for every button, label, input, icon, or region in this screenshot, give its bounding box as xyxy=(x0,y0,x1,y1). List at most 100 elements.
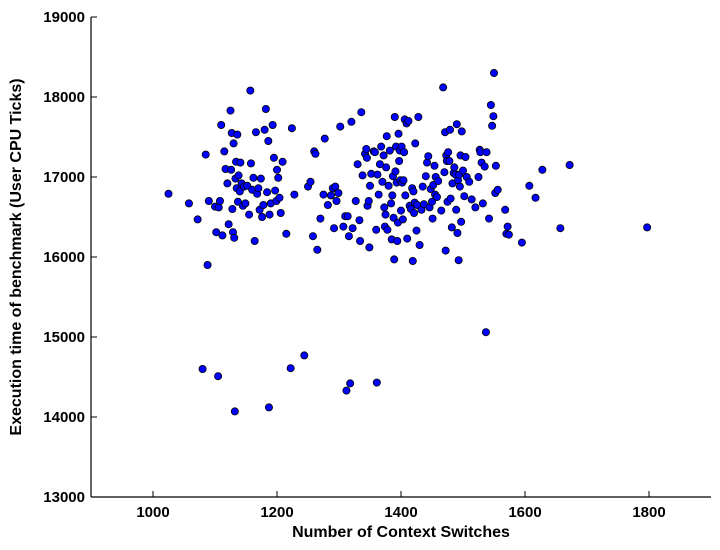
data-point xyxy=(434,176,443,185)
data-point xyxy=(344,232,353,241)
y-tick-label: 16000 xyxy=(43,249,85,266)
data-point xyxy=(246,86,255,95)
data-point xyxy=(236,158,245,167)
data-point xyxy=(272,165,281,174)
data-point xyxy=(375,160,384,169)
data-point xyxy=(384,181,393,190)
data-point xyxy=(198,364,207,373)
data-point xyxy=(260,125,269,134)
data-point xyxy=(382,163,391,172)
data-point xyxy=(230,233,239,242)
data-point xyxy=(261,105,270,114)
data-point xyxy=(432,192,441,201)
x-tick-label: 1000 xyxy=(136,504,169,521)
data-point xyxy=(447,223,456,232)
data-point xyxy=(220,147,229,156)
data-point xyxy=(452,120,461,129)
data-point xyxy=(396,206,405,215)
data-point xyxy=(271,186,280,195)
data-point xyxy=(355,216,364,225)
data-point xyxy=(387,199,396,208)
data-point xyxy=(274,173,283,182)
y-tick-label: 17000 xyxy=(43,169,85,186)
data-point xyxy=(454,256,463,265)
data-point xyxy=(485,214,494,223)
data-point xyxy=(320,134,329,143)
data-point xyxy=(482,148,491,157)
data-point xyxy=(458,166,467,175)
data-point xyxy=(493,185,502,194)
data-point xyxy=(204,196,213,205)
data-point xyxy=(538,165,547,174)
y-tick-label: 13000 xyxy=(43,489,85,506)
data-point xyxy=(184,199,193,208)
data-point xyxy=(440,168,449,177)
data-point xyxy=(233,130,242,139)
data-point xyxy=(503,222,512,231)
data-point xyxy=(444,148,453,157)
data-point xyxy=(268,121,277,130)
data-point xyxy=(430,161,439,170)
data-point xyxy=(403,234,412,243)
axis-ticks: 1000 1200 1400 1600 1800 13000 14000 15000 16000… xyxy=(43,9,665,521)
data-point xyxy=(342,386,351,395)
data-point xyxy=(249,173,258,182)
data-point xyxy=(437,206,446,215)
data-point xyxy=(412,226,421,235)
data-point xyxy=(214,372,223,381)
data-point xyxy=(390,255,399,264)
data-point xyxy=(241,199,250,208)
x-tick-label: 1200 xyxy=(260,504,293,521)
data-point xyxy=(311,149,320,158)
data-point xyxy=(306,177,315,186)
x-tick-label: 1600 xyxy=(508,504,541,521)
data-point xyxy=(358,171,367,180)
data-point xyxy=(391,167,400,176)
data-point xyxy=(461,152,470,161)
data-point xyxy=(488,121,497,130)
data-point xyxy=(224,220,233,229)
data-point xyxy=(423,158,432,167)
data-point xyxy=(457,217,466,226)
data-point xyxy=(450,163,459,172)
data-point xyxy=(467,195,476,204)
data-point xyxy=(399,176,408,185)
data-point xyxy=(565,160,574,169)
data-point xyxy=(348,224,357,233)
data-point xyxy=(353,160,362,169)
data-point xyxy=(378,177,387,186)
data-point xyxy=(264,136,273,145)
data-point xyxy=(418,182,427,191)
data-point xyxy=(250,236,259,245)
data-point xyxy=(227,165,236,174)
data-point xyxy=(453,228,462,237)
data-point xyxy=(287,124,296,133)
data-point xyxy=(218,231,227,240)
data-point xyxy=(452,205,461,214)
x-tick-label: 1400 xyxy=(384,504,417,521)
data-point xyxy=(245,210,254,219)
data-point xyxy=(332,196,341,205)
data-point xyxy=(286,364,295,373)
data-point xyxy=(427,197,436,206)
data-point xyxy=(491,161,500,170)
data-point xyxy=(446,194,455,203)
data-point xyxy=(377,142,386,151)
x-tick-label: 1800 xyxy=(632,504,665,521)
data-point xyxy=(223,179,232,188)
data-point xyxy=(381,210,390,219)
data-point xyxy=(474,172,483,181)
data-point xyxy=(229,139,238,148)
data-point xyxy=(460,192,469,201)
data-point xyxy=(323,200,332,209)
data-point xyxy=(246,159,255,168)
data-point xyxy=(336,122,345,131)
data-point xyxy=(217,121,226,130)
data-point xyxy=(370,148,379,157)
data-point xyxy=(478,199,487,208)
axes xyxy=(90,17,711,498)
data-point xyxy=(264,403,273,412)
data-point xyxy=(214,203,223,212)
data-point xyxy=(400,148,409,157)
data-point xyxy=(414,113,423,122)
